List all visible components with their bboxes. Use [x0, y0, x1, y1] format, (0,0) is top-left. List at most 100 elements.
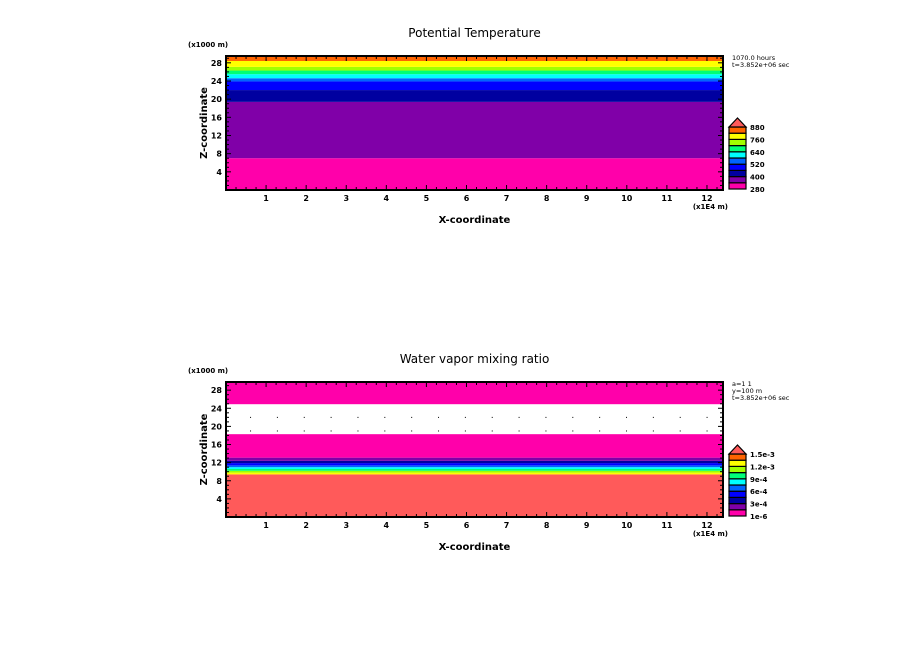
x-tick-label: 8 — [544, 521, 550, 530]
x-tick-label: 4 — [384, 521, 390, 530]
y-tick-label: 28 — [211, 59, 223, 68]
x-unit-label: (x1E4 m) — [693, 530, 728, 538]
colorbar-box — [728, 132, 747, 140]
x-tick-label: 1 — [263, 194, 269, 203]
y-unit-label: (x1000 m) — [188, 367, 228, 375]
info-text: t=3.852e+06 sec — [732, 394, 790, 402]
x-tick-label: 11 — [661, 194, 673, 203]
grid-dot — [572, 416, 574, 418]
colorbar-label: 520 — [750, 161, 765, 169]
x-tick-label: 9 — [584, 521, 590, 530]
y-tick-label: 4 — [216, 495, 222, 504]
colorbar-box — [728, 182, 747, 190]
grid-dot — [357, 430, 359, 432]
colorbar-label: 1.2e-3 — [750, 463, 775, 471]
contour-band — [226, 74, 723, 79]
grid-dot — [652, 416, 654, 418]
x-tick-label: 3 — [343, 194, 349, 203]
grid-dot — [679, 416, 681, 418]
chart-title: Water vapor mixing ratio — [400, 352, 550, 366]
x-tick-label: 12 — [701, 521, 712, 530]
colorbar-box — [728, 478, 747, 486]
grid-dot — [303, 416, 305, 418]
contour-band — [226, 66, 723, 71]
colorbar-overflow-triangle — [727, 117, 748, 128]
y-tick-label: 16 — [211, 441, 223, 450]
contour-band — [226, 78, 723, 82]
x-axis-label: X-coordinate — [439, 542, 511, 553]
x-tick-label: 7 — [504, 521, 510, 530]
grid-dot — [572, 430, 574, 432]
colorbar-label: 280 — [750, 186, 765, 194]
colorbar-label: 1.5e-3 — [750, 451, 775, 459]
grid-dot — [411, 430, 413, 432]
contour-band — [226, 382, 723, 405]
grid-dot — [411, 416, 413, 418]
y-tick-label: 12 — [211, 131, 222, 140]
y-unit-label: (x1000 m) — [188, 41, 228, 49]
colorbar-box — [728, 145, 747, 153]
x-tick-label: 1 — [263, 521, 269, 530]
colorbar-box — [728, 453, 747, 461]
colorbar-box — [728, 490, 747, 499]
y-tick-label: 8 — [216, 150, 222, 159]
y-tick-label: 16 — [211, 113, 223, 122]
x-tick-label: 10 — [621, 521, 633, 530]
y-tick-label: 28 — [211, 386, 223, 395]
colorbar-label: 400 — [750, 174, 765, 182]
contour-band — [226, 467, 723, 469]
x-tick-label: 5 — [424, 194, 430, 203]
x-tick-label: 5 — [424, 521, 430, 530]
contour-band — [226, 460, 723, 464]
colorbar-box — [728, 459, 747, 468]
grid-dot — [330, 430, 332, 432]
colorbar-label: 880 — [750, 124, 765, 132]
contour-band — [226, 465, 723, 468]
x-tick-label: 6 — [464, 521, 470, 530]
grid-dot — [518, 416, 520, 418]
info-text: y=100 m — [732, 387, 762, 395]
x-unit-label: (x1E4 m) — [693, 203, 728, 211]
colorbar-overflow-triangle — [727, 444, 748, 455]
grid-dot — [464, 430, 466, 432]
info-text: 1070.0 hours — [732, 54, 776, 62]
contour-band — [226, 81, 723, 91]
colorbar-box — [728, 176, 747, 184]
y-axis-label: Z-coordinate — [199, 413, 210, 485]
grid-dot — [330, 416, 332, 418]
x-tick-label: 9 — [584, 194, 590, 203]
grid-dot — [357, 416, 359, 418]
grid-dot — [276, 416, 278, 418]
x-tick-label: 11 — [661, 521, 673, 530]
contour-band — [226, 60, 723, 67]
x-tick-label: 3 — [343, 521, 349, 530]
colorbar-label: 640 — [750, 149, 765, 157]
y-tick-label: 24 — [211, 404, 223, 413]
colorbar-box — [728, 163, 747, 171]
colorbar-box — [728, 138, 747, 147]
y-tick-label: 20 — [211, 95, 223, 104]
colorbar-box — [728, 157, 747, 165]
y-tick-label: 24 — [211, 77, 223, 86]
colorbar-box — [728, 503, 747, 511]
contour-band — [226, 468, 723, 471]
contour-band — [226, 472, 723, 475]
colorbar-box — [728, 151, 747, 159]
contour-band — [226, 457, 723, 461]
grid-dot — [464, 416, 466, 418]
grid-dot — [545, 430, 547, 432]
x-tick-label: 2 — [303, 194, 309, 203]
contour-band — [226, 158, 723, 190]
x-tick-label: 8 — [544, 194, 550, 203]
y-axis-label: Z-coordinate — [199, 87, 210, 159]
grid-dot — [438, 430, 440, 432]
colorbar-box — [728, 169, 747, 178]
info-text: a=1 1 — [732, 380, 752, 388]
colorbar-box — [728, 484, 747, 492]
grid-dot — [545, 416, 547, 418]
info-text: t=3.852e+06 sec — [732, 61, 790, 69]
colorbar-box — [728, 496, 747, 505]
